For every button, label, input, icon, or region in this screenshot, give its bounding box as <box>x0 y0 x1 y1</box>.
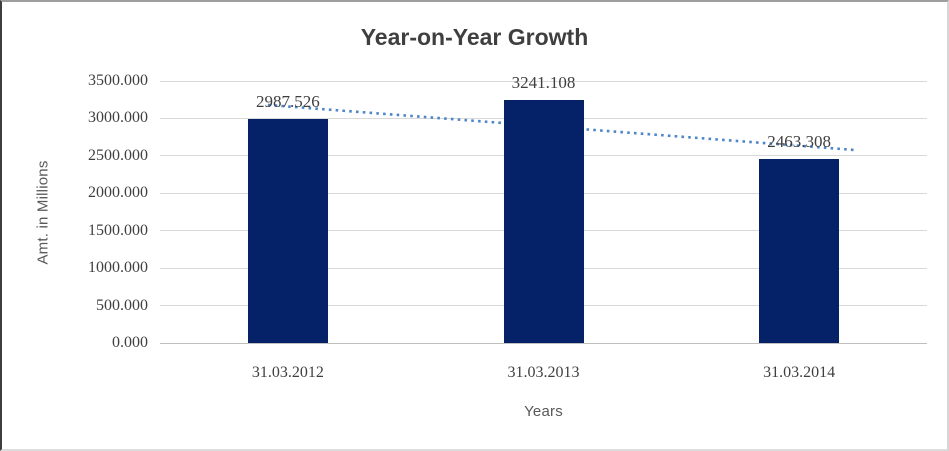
bar-value-label: 2987.526 <box>255 92 320 112</box>
y-tick-label: 2000.000 <box>88 184 148 202</box>
y-tick-label: 1500.000 <box>88 221 148 239</box>
x-tick-label: 31.03.2012 <box>251 364 324 381</box>
y-tick-label: 2500.000 <box>88 146 148 164</box>
x-tick-label: 31.03.2013 <box>507 364 580 381</box>
bar-value-label: 2463.308 <box>767 131 832 151</box>
y-tick-label: 3000.000 <box>88 109 148 127</box>
bar-31.03.2014 <box>759 158 840 343</box>
bar-31.03.2012 <box>247 119 328 343</box>
y-tick-label: 500.000 <box>96 296 148 314</box>
y-tick-label: 0.000 <box>112 334 148 351</box>
x-axis-tick-labels: 31.03.2012 31.03.2013 31.03.2014 <box>160 362 927 384</box>
plot-area: 2987.526 3241.108 2463.308 <box>160 73 927 344</box>
y-tick-label: 1000.000 <box>88 259 148 277</box>
y-axis-tick-labels: 3500.000 3000.000 2500.000 2000.000 1500.000… <box>2 72 150 351</box>
x-tick-label: 31.03.2014 <box>763 364 836 381</box>
x-axis-title: Years <box>524 403 563 420</box>
chart-title: Year-on-Year Growth <box>360 24 589 50</box>
x-axis-line <box>160 342 927 344</box>
gridline <box>160 80 927 82</box>
bar-value-label: 3241.108 <box>511 73 576 93</box>
bar-31.03.2013 <box>503 100 584 343</box>
y-tick-label: 3500.000 <box>88 72 148 89</box>
